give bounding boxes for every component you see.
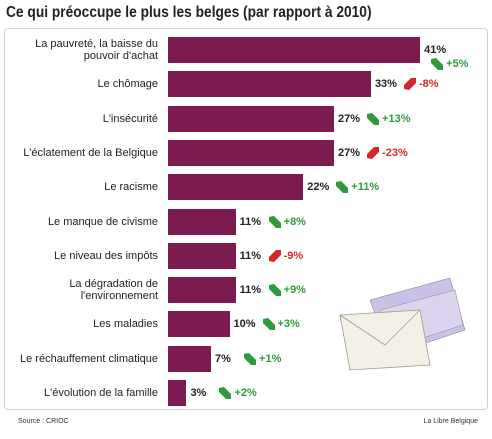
bar <box>168 71 371 98</box>
category-label: Le racisme <box>104 181 158 194</box>
bar <box>168 345 212 372</box>
chart-title: Ce qui préoccupe le plus les belges (par… <box>6 4 372 21</box>
source: Source : CRIOC <box>18 418 69 425</box>
value-label: 33% <box>374 78 397 91</box>
change-label: +13% <box>382 112 411 125</box>
change-arrow <box>262 318 275 331</box>
value-label: 10% <box>233 318 256 331</box>
bar <box>168 174 304 201</box>
value-label: 22% <box>307 181 330 194</box>
frame <box>4 28 488 410</box>
change-arrow <box>367 112 380 125</box>
change-label: -8% <box>418 78 439 91</box>
change-arrow <box>268 284 281 297</box>
value-label: 11% <box>239 284 262 297</box>
bar <box>168 105 335 132</box>
value-label: 41% <box>424 44 447 56</box>
category-label: Le chômage <box>97 78 158 91</box>
change-label: +1% <box>259 352 282 365</box>
change-arrow <box>336 181 349 194</box>
change-arrow <box>367 146 380 159</box>
change-label: +11% <box>351 181 380 194</box>
category-label: La pauvreté, la baisse du pouvoir d'acha… <box>35 38 158 62</box>
category-label: Le réchauffement climatique <box>20 352 158 365</box>
bar <box>168 277 236 304</box>
change-arrow <box>431 58 444 70</box>
change-label: +8% <box>283 215 306 228</box>
change-label: +2% <box>234 387 257 399</box>
bar <box>168 37 421 63</box>
value-label: 3% <box>190 387 207 399</box>
change-label: +5% <box>446 58 469 70</box>
value-label: 27% <box>338 146 361 159</box>
change-arrow <box>268 249 281 262</box>
bar <box>168 311 230 338</box>
envelope-illustration <box>339 277 466 371</box>
value-label: 27% <box>338 112 361 125</box>
credit: La Libre Belgique <box>423 418 479 425</box>
category-label: L'évolution de la famille <box>43 387 158 399</box>
bar <box>168 242 236 269</box>
category-label: Le niveau des impôts <box>54 249 158 262</box>
category-label: La dégradation de l'environnement <box>69 278 158 303</box>
bar <box>168 208 236 235</box>
category-label: Les maladies <box>93 318 158 331</box>
change-label: -9% <box>283 249 304 262</box>
change-arrow <box>244 352 257 365</box>
value-label: 7% <box>215 352 231 365</box>
category-label: L'éclatement de la Belgique <box>23 146 158 159</box>
change-arrow <box>219 387 232 399</box>
change-arrow <box>403 78 416 91</box>
category-label: L'insécurité <box>102 112 158 125</box>
value-label: 11% <box>239 215 262 228</box>
bar <box>168 380 187 406</box>
value-label: 11% <box>239 249 262 262</box>
category-label: Le manque de civisme <box>47 215 158 228</box>
change-label: +3% <box>277 318 300 331</box>
change-label: -23% <box>382 146 408 159</box>
bar <box>168 139 335 166</box>
change-arrow <box>268 215 281 228</box>
change-label: +9% <box>283 284 306 297</box>
